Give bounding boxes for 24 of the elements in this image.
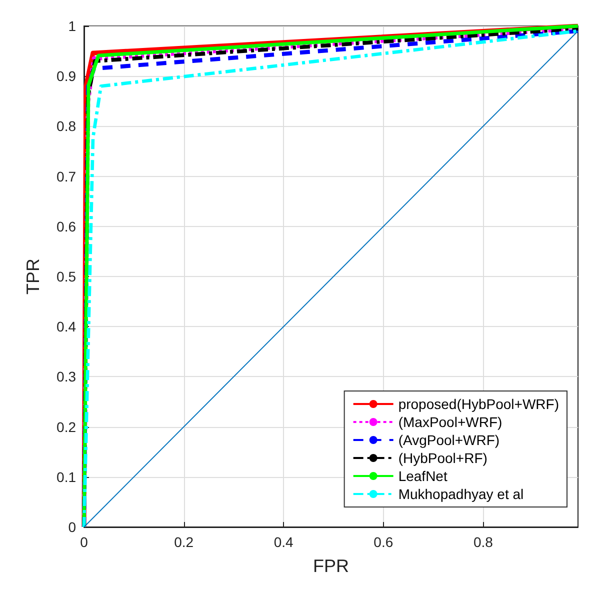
x-axis-title: FPR	[313, 556, 349, 576]
x-tick-label: 0	[80, 534, 88, 550]
y-tick-label: 0	[68, 519, 76, 535]
legend-label: LeafNet	[398, 468, 448, 484]
y-tick-label: 0.7	[56, 168, 76, 184]
y-tick-label: 0.6	[56, 218, 76, 234]
legend-label: proposed(HybPool+WRF)	[398, 396, 559, 412]
legend-label: (HybPool+RF)	[398, 450, 488, 466]
x-tick-label: 0.8	[473, 534, 494, 550]
y-tick-label: 0.9	[56, 68, 76, 84]
y-axis-title: TPR	[23, 258, 43, 294]
legend-label: (AvgPool+WRF)	[398, 432, 500, 448]
x-tick-label: 0.6	[374, 534, 394, 550]
y-tick-label: 1	[68, 18, 76, 34]
y-tick-label: 0.2	[56, 418, 76, 435]
y-tick-label: 0.1	[56, 468, 76, 485]
y-tick-label: 0.3	[56, 368, 76, 385]
y-tick-label: 0.8	[56, 118, 76, 134]
x-tick-label: 0.2	[174, 534, 194, 550]
y-tick-label: 0.5	[56, 268, 76, 284]
legend-label: Mukhopadhyay et al	[398, 486, 524, 502]
y-tick-label: 0.4	[56, 318, 76, 335]
legend-label: (MaxPool+WRF)	[398, 414, 502, 430]
x-tick-label: 0.4	[274, 534, 294, 550]
